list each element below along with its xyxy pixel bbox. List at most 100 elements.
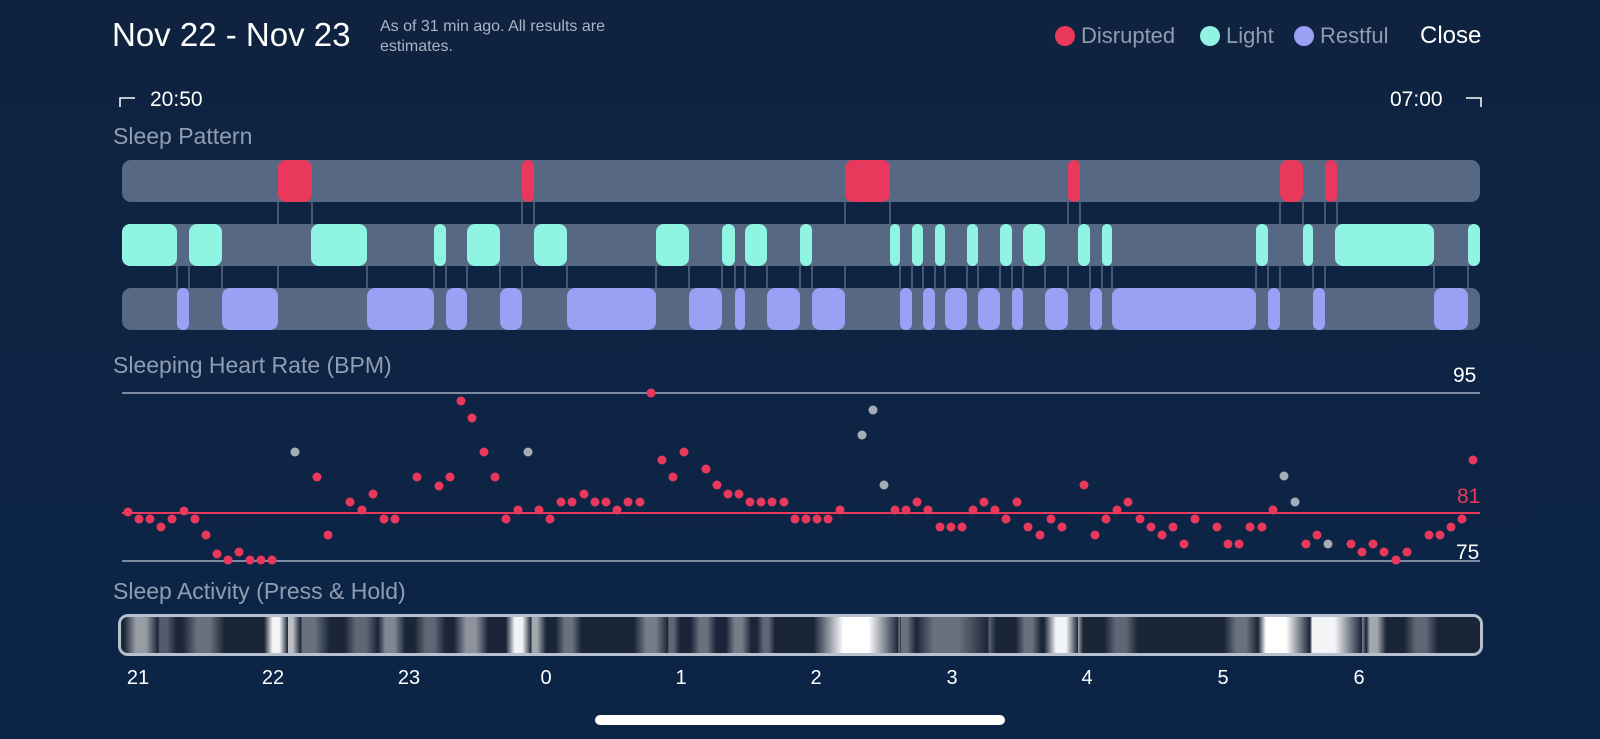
hr-point (1046, 514, 1056, 524)
hr-point (1323, 539, 1333, 549)
hr-point (1146, 522, 1156, 532)
hr-point (212, 549, 222, 559)
light-segment (967, 224, 978, 266)
hr-point (1468, 455, 1478, 465)
hr-point (312, 472, 322, 482)
hr-point (701, 464, 711, 474)
hr-point (201, 530, 211, 540)
home-indicator[interactable] (595, 715, 1005, 725)
hr-point (1268, 505, 1278, 515)
close-button[interactable]: Close (1420, 22, 1482, 49)
hr-point (357, 505, 367, 515)
hr-point (1079, 480, 1089, 490)
legend-restful-label: Restful (1320, 23, 1389, 48)
light-track[interactable] (122, 224, 1480, 266)
hr-point (1279, 471, 1289, 481)
hr-point (1357, 547, 1367, 557)
hour-tick: 0 (540, 667, 552, 689)
hr-point (835, 505, 845, 515)
hr-point (1435, 530, 1445, 540)
hr-point (434, 481, 444, 491)
hr-point (145, 514, 155, 524)
light-segment (189, 224, 222, 266)
hour-tick: 5 (1217, 667, 1229, 689)
restful-segment (567, 288, 656, 330)
light-segment (1303, 224, 1313, 266)
restful-track[interactable] (122, 288, 1480, 330)
hr-point (1090, 530, 1100, 540)
hr-point (979, 497, 989, 507)
light-segment (311, 224, 367, 266)
hr-point (679, 447, 689, 457)
restful-segment (812, 288, 845, 330)
restful-segment (1268, 288, 1280, 330)
light-segment (722, 224, 735, 266)
hr-point (779, 497, 789, 507)
hr-point (323, 530, 333, 540)
hr-point (545, 514, 555, 524)
hr-max-line (122, 392, 1480, 394)
hr-point (179, 506, 189, 516)
start-time: 20:50 (150, 88, 203, 111)
disrupted-segment (845, 160, 890, 202)
end-time: 07:00 (1390, 88, 1443, 111)
hr-point (534, 505, 544, 515)
restful-segment (689, 288, 722, 330)
hr-point (957, 522, 967, 532)
hr-point (646, 388, 656, 398)
sleep-activity-bar[interactable] (118, 614, 1483, 656)
restful-segment (446, 288, 467, 330)
light-segment (122, 224, 177, 266)
hr-point (390, 514, 400, 524)
restful-segment (1090, 288, 1102, 330)
hr-point (623, 497, 633, 507)
hr-point (1190, 514, 1200, 524)
restful-segment (1434, 288, 1468, 330)
hr-point (723, 489, 733, 499)
hr-average-line (122, 512, 1480, 514)
end-bracket-icon (1466, 97, 1482, 107)
light-segment (800, 224, 812, 266)
hr-point (501, 514, 511, 524)
hr-point (190, 514, 200, 524)
hr-point (734, 489, 744, 499)
disrupted-track[interactable] (122, 160, 1480, 202)
restful-segment (945, 288, 967, 330)
hr-point (668, 472, 678, 482)
hr-point (256, 555, 266, 565)
disrupted-segment (1280, 160, 1303, 202)
hr-point (223, 555, 233, 565)
hr-point (767, 497, 777, 507)
hr-point (990, 505, 1000, 515)
hr-point (857, 430, 867, 440)
disrupted-segment (522, 160, 534, 202)
restful-segment (500, 288, 522, 330)
hour-tick: 6 (1353, 667, 1365, 689)
disrupted-dot-icon (1055, 26, 1075, 46)
light-segment (1000, 224, 1012, 266)
restful-segment (767, 288, 800, 330)
hr-point (1457, 514, 1467, 524)
hour-tick: 23 (397, 667, 421, 689)
hr-min-label: 75 (1456, 541, 1480, 564)
hr-point (123, 507, 133, 517)
hr-point (1168, 522, 1178, 532)
hr-point (134, 514, 144, 524)
hr-point (657, 455, 667, 465)
light-dot-icon (1200, 26, 1220, 46)
restful-segment (367, 288, 434, 330)
hr-point (234, 547, 244, 557)
restful-segment (735, 288, 745, 330)
hr-point (756, 497, 766, 507)
light-segment (1078, 224, 1090, 266)
hr-point (1257, 522, 1267, 532)
hour-tick: 4 (1081, 667, 1093, 689)
hr-min-line (122, 560, 1480, 562)
light-segment (534, 224, 567, 266)
hr-point (456, 396, 466, 406)
hr-point (445, 472, 455, 482)
restful-segment (1112, 288, 1256, 330)
hr-point (513, 505, 523, 515)
light-segment (467, 224, 500, 266)
